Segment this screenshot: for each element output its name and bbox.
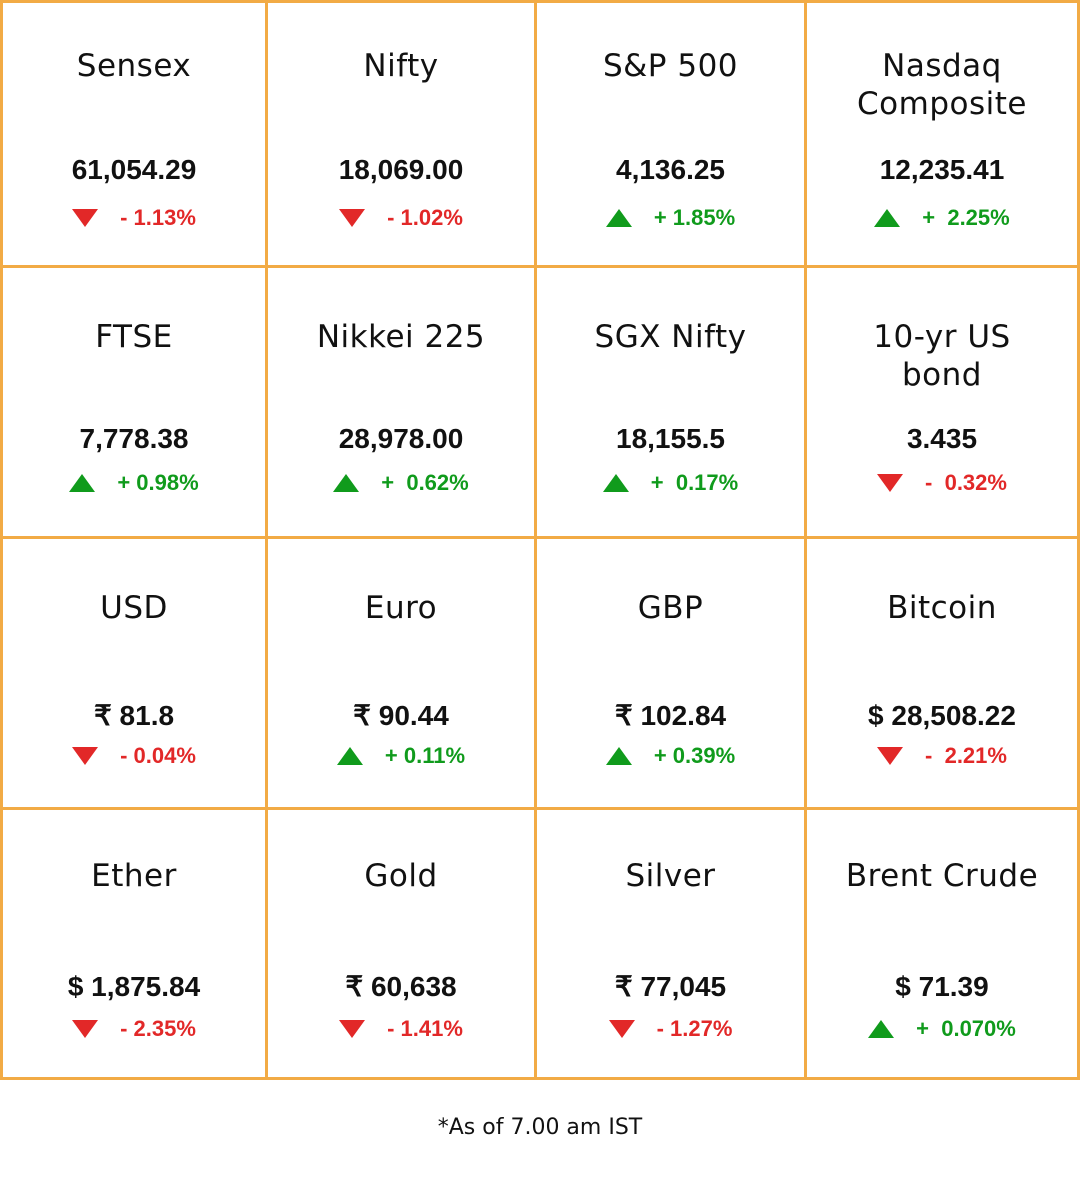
change-percent: - 0.32%: [925, 470, 1007, 495]
market-value: $ 28,508.22: [868, 700, 1016, 731]
market-value: $ 71.39: [895, 971, 989, 1002]
market-name: SGX Nifty: [594, 319, 747, 355]
change-percent: + 0.39%: [653, 743, 736, 768]
market-card-sgx-nifty: SGX Nifty 18,155.5 + 0.17%: [537, 268, 807, 539]
change-percent: - 0.04%: [120, 743, 196, 768]
market-card-sensex: Sensex 61,054.29 - 1.13%: [0, 0, 268, 268]
market-change: + 0.17%: [537, 468, 804, 498]
down-triangle-icon: [877, 747, 904, 765]
market-name: Nifty: [363, 48, 439, 84]
market-name: Sensex: [76, 48, 192, 84]
down-triangle-icon: [877, 474, 904, 492]
market-value: ₹ 60,638: [345, 971, 457, 1002]
market-change: - 0.32%: [807, 468, 1077, 498]
market-card-ether: Ether $ 1,875.84 - 2.35%: [0, 810, 268, 1080]
market-value: $ 1,875.84: [67, 971, 201, 1002]
market-change: - 2.21%: [807, 741, 1077, 771]
market-name: Nasdaq Composite: [857, 48, 1027, 122]
change-percent: - 1.13%: [120, 205, 196, 230]
market-value: 4,136.25: [616, 154, 725, 185]
market-change: + 0.070%: [807, 1014, 1077, 1044]
market-value: 18,069.00: [338, 154, 464, 185]
market-name: GBP: [637, 590, 704, 626]
market-card-gold: Gold ₹ 60,638 - 1.41%: [268, 810, 537, 1080]
market-name: S&P 500: [602, 48, 739, 84]
market-name: USD: [100, 590, 168, 626]
change-percent: + 0.62%: [381, 470, 469, 495]
up-triangle-icon: [336, 747, 363, 765]
market-change: + 0.11%: [268, 741, 534, 771]
market-name: FTSE: [95, 319, 173, 355]
change-percent: - 2.21%: [925, 743, 1007, 768]
change-percent: + 0.070%: [916, 1016, 1016, 1041]
market-card-nikkei-225: Nikkei 225 28,978.00 + 0.62%: [268, 268, 537, 539]
market-change: + 1.85%: [537, 203, 804, 233]
market-change: - 1.02%: [268, 203, 534, 233]
up-triangle-icon: [874, 209, 901, 227]
market-value: 18,155.5: [616, 423, 725, 454]
market-value: ₹ 77,045: [614, 971, 727, 1002]
market-change: + 0.62%: [268, 468, 534, 498]
market-change: + 0.39%: [537, 741, 804, 771]
market-card-nifty: Nifty 18,069.00 - 1.02%: [268, 0, 537, 268]
up-triangle-icon: [602, 474, 629, 492]
market-card-ftse: FTSE 7,778.38 + 0.98%: [0, 268, 268, 539]
up-triangle-icon: [605, 747, 632, 765]
markets-grid: Sensex 61,054.29 - 1.13% Nifty 18,069.00 - 1.…: [0, 0, 1080, 1080]
market-card-gbp: GBP ₹ 102.84 + 0.39%: [537, 539, 807, 810]
market-change: - 1.41%: [268, 1014, 534, 1044]
change-percent: + 0.11%: [384, 743, 466, 768]
market-name: Euro: [364, 590, 438, 626]
change-percent: - 2.35%: [120, 1016, 196, 1041]
change-percent: + 1.85%: [653, 205, 736, 230]
down-triangle-icon: [608, 1020, 635, 1038]
market-value: 28,978.00: [338, 423, 464, 454]
market-change: + 2.25%: [807, 203, 1077, 233]
market-name: Silver: [625, 858, 716, 894]
change-percent: - 1.41%: [387, 1016, 463, 1041]
market-value: 12,235.41: [879, 154, 1005, 185]
market-card-nasdaq-composite: Nasdaq Composite 12,235.41 + 2.25%: [807, 0, 1080, 268]
market-change: - 0.04%: [3, 741, 265, 771]
down-triangle-icon: [72, 1020, 99, 1038]
market-name: Bitcoin: [887, 590, 997, 626]
up-triangle-icon: [868, 1020, 895, 1038]
market-name: Gold: [364, 858, 438, 894]
down-triangle-icon: [72, 209, 99, 227]
market-card-usd: USD ₹ 81.8 - 0.04%: [0, 539, 268, 810]
market-card-s-p-500: S&P 500 4,136.25 + 1.85%: [537, 0, 807, 268]
up-triangle-icon: [333, 474, 360, 492]
change-percent: + 0.17%: [650, 470, 739, 495]
market-name: Brent Crude: [845, 858, 1039, 894]
up-triangle-icon: [69, 474, 96, 492]
market-card-euro: Euro ₹ 90.44 + 0.11%: [268, 539, 537, 810]
footnote: *As of 7.00 am IST: [437, 1115, 643, 1140]
change-percent: - 1.02%: [387, 205, 463, 230]
market-name: Nikkei 225: [316, 319, 486, 355]
market-card-brent-crude: Brent Crude $ 71.39 + 0.070%: [807, 810, 1080, 1080]
market-value: 61,054.29: [71, 154, 197, 185]
up-triangle-icon: [605, 209, 632, 227]
market-name: 10-yr US bond: [873, 319, 1011, 393]
market-change: - 1.27%: [537, 1014, 804, 1044]
market-card-10-yr-us-bond: 10-yr US bond 3.435 - 0.32%: [807, 268, 1080, 539]
market-value: ₹ 90.44: [353, 700, 449, 731]
change-percent: - 1.27%: [656, 1016, 733, 1041]
market-value: ₹ 102.84: [614, 700, 727, 731]
market-card-silver: Silver ₹ 77,045 - 1.27%: [537, 810, 807, 1080]
market-change: + 0.98%: [3, 468, 265, 498]
down-triangle-icon: [72, 747, 99, 765]
change-percent: + 2.25%: [922, 205, 1010, 230]
change-percent: + 0.98%: [117, 470, 199, 495]
market-value: ₹ 81.8: [93, 700, 175, 731]
down-triangle-icon: [339, 209, 366, 227]
market-value: 7,778.38: [79, 423, 189, 454]
market-value: 3.435: [906, 423, 978, 454]
market-change: - 1.13%: [3, 203, 265, 233]
down-triangle-icon: [339, 1020, 366, 1038]
market-change: - 2.35%: [3, 1014, 265, 1044]
market-name: Ether: [91, 858, 177, 894]
market-card-bitcoin: Bitcoin $ 28,508.22 - 2.21%: [807, 539, 1080, 810]
